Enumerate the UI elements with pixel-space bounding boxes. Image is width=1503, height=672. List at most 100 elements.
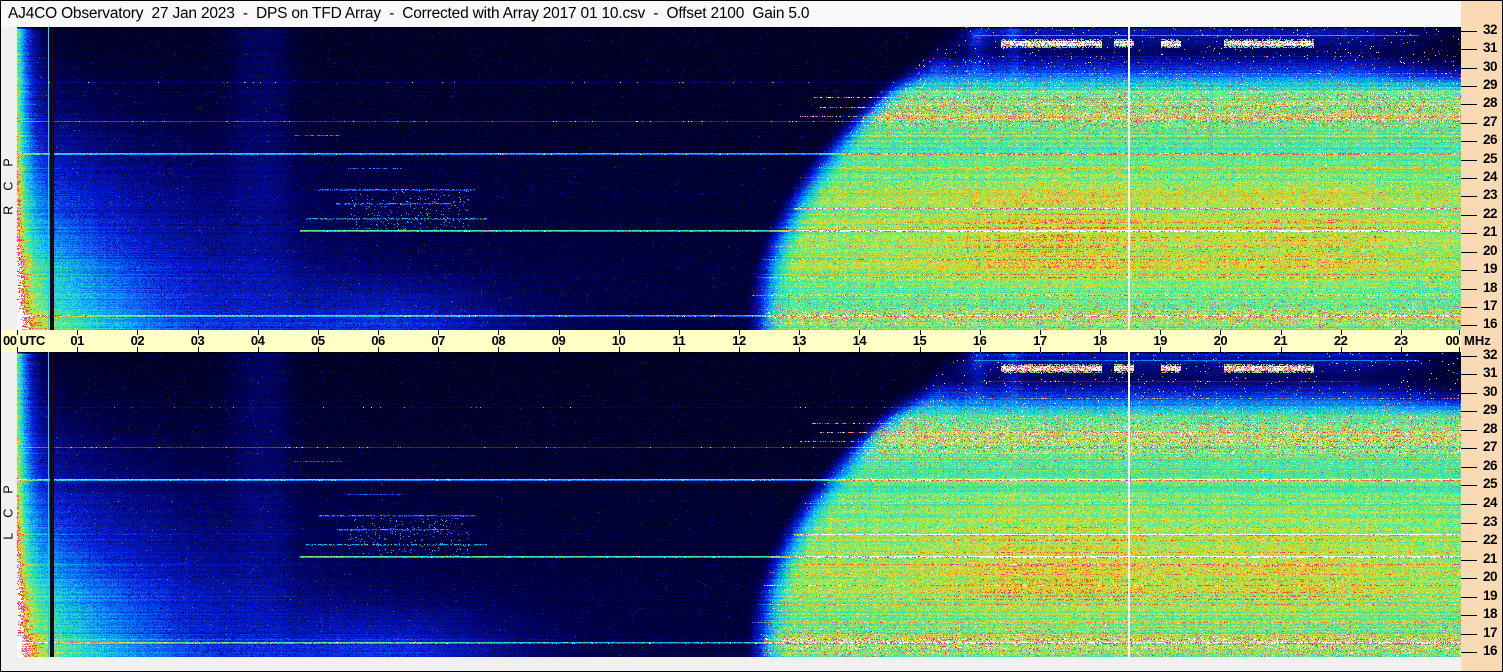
freq-tick-label: 23 (1482, 514, 1498, 529)
freq-tick-line (1461, 104, 1477, 105)
hour-label: 13 (792, 333, 806, 348)
spectrogram-lcp (17, 352, 1461, 657)
freq-tick-label: 29 (1482, 77, 1498, 92)
freq-tick-label: 19 (1482, 261, 1498, 276)
hour-label: 02 (130, 333, 145, 348)
hour-tick (799, 330, 801, 335)
hour-tick (77, 347, 79, 352)
freq-tick-label: 31 (1482, 365, 1498, 380)
freq-tick-label: 22 (1482, 206, 1498, 221)
hour-label: 22 (1333, 333, 1348, 348)
hour-tick (678, 347, 680, 352)
freq-tick-label: 18 (1482, 280, 1498, 295)
hour-label: 15 (912, 333, 927, 348)
freq-tick-line (1461, 307, 1477, 308)
freq-tick-line (1461, 523, 1477, 524)
hour-tick (197, 347, 199, 352)
freq-tick-line (1461, 215, 1477, 216)
mhz-unit-label: MHz (1464, 333, 1491, 348)
polarization-label-lcp: LCP (1, 469, 16, 540)
hour-label: 16 (972, 333, 987, 348)
freq-tick-label: 32 (1482, 22, 1498, 37)
freq-tick-line (1461, 49, 1477, 50)
freq-tick-line (1461, 356, 1477, 357)
freq-tick-line (1461, 411, 1477, 412)
freq-tick-line (1461, 252, 1477, 253)
freq-tick-label: 17 (1482, 625, 1498, 640)
hour-tick (558, 347, 560, 352)
hour-tick (197, 330, 199, 335)
freq-tick-line (1461, 615, 1477, 616)
freq-tick-line (1461, 325, 1477, 326)
freq-tick-line (1461, 86, 1477, 87)
freq-tick-label: 25 (1482, 476, 1498, 491)
hour-tick (498, 347, 500, 352)
hour-tick (257, 330, 259, 335)
freq-tick-label: 28 (1482, 421, 1498, 436)
hour-tick (137, 347, 139, 352)
freq-tick-label: 21 (1482, 551, 1498, 566)
freq-tick-line (1461, 374, 1477, 375)
freq-tick-label: 27 (1482, 114, 1498, 129)
freq-tick-line (1461, 467, 1477, 468)
hour-tick (257, 347, 259, 352)
hour-label: 18 (1093, 333, 1107, 348)
hour-tick (739, 347, 740, 352)
hour-tick (919, 347, 921, 352)
hour-tick (678, 330, 680, 335)
hour-tick (1220, 330, 1222, 335)
hour-label: 04 (250, 333, 265, 348)
hour-label: 08 (491, 333, 506, 348)
freq-tick-label: 26 (1482, 458, 1498, 473)
hour-tick (137, 330, 139, 335)
hour-tick (1340, 330, 1342, 335)
freq-tick-line (1461, 196, 1477, 197)
hour-tick (1100, 347, 1101, 352)
freq-tick-line (1461, 270, 1477, 271)
freq-tick-label: 23 (1482, 187, 1498, 202)
freq-tick-label: 20 (1482, 569, 1498, 584)
hour-tick (17, 347, 18, 352)
hour-tick (1459, 330, 1460, 335)
hour-tick (1160, 347, 1162, 352)
hour-tick (618, 347, 620, 352)
freq-tick-line (1461, 652, 1477, 653)
freq-tick-line (1461, 178, 1477, 179)
hour-tick (1039, 330, 1041, 335)
hour-label: 21 (1273, 333, 1288, 348)
freq-tick-label: 18 (1482, 606, 1498, 621)
hour-label: 01 (70, 333, 84, 348)
spectrogram-rcp (17, 27, 1461, 330)
hour-label: 10 (611, 333, 626, 348)
freq-tick-label: 20 (1482, 243, 1498, 258)
freq-tick-label: 16 (1482, 643, 1498, 658)
freq-tick-label: 30 (1482, 59, 1498, 74)
freq-tick-line (1461, 504, 1477, 505)
freq-tick-line (1461, 485, 1477, 486)
hour-tick (1400, 347, 1402, 352)
hour-tick (799, 347, 801, 352)
hour-tick (859, 330, 861, 335)
freq-tick-label: 28 (1482, 95, 1498, 110)
polarization-label-rcp: RCP (1, 142, 16, 215)
hour-tick (378, 347, 379, 352)
freq-tick-line (1461, 634, 1477, 635)
freq-tick-label: 31 (1482, 40, 1498, 55)
hour-tick (77, 330, 79, 335)
hour-label: 00 UTC (3, 333, 45, 348)
hour-label: 06 (371, 333, 385, 348)
hour-tick (1100, 330, 1101, 335)
freq-tick-label: 26 (1482, 132, 1498, 147)
hour-label: 09 (551, 333, 566, 348)
hour-tick (919, 330, 921, 335)
hour-tick (17, 330, 18, 335)
hour-tick (438, 330, 440, 335)
hour-tick (1220, 347, 1222, 352)
hour-tick (498, 330, 500, 335)
hour-label: 20 (1213, 333, 1228, 348)
hour-tick (739, 330, 740, 335)
hour-label: 17 (1033, 333, 1047, 348)
freq-tick-line (1461, 578, 1477, 579)
hour-tick (1039, 347, 1041, 352)
hour-tick (1280, 347, 1282, 352)
